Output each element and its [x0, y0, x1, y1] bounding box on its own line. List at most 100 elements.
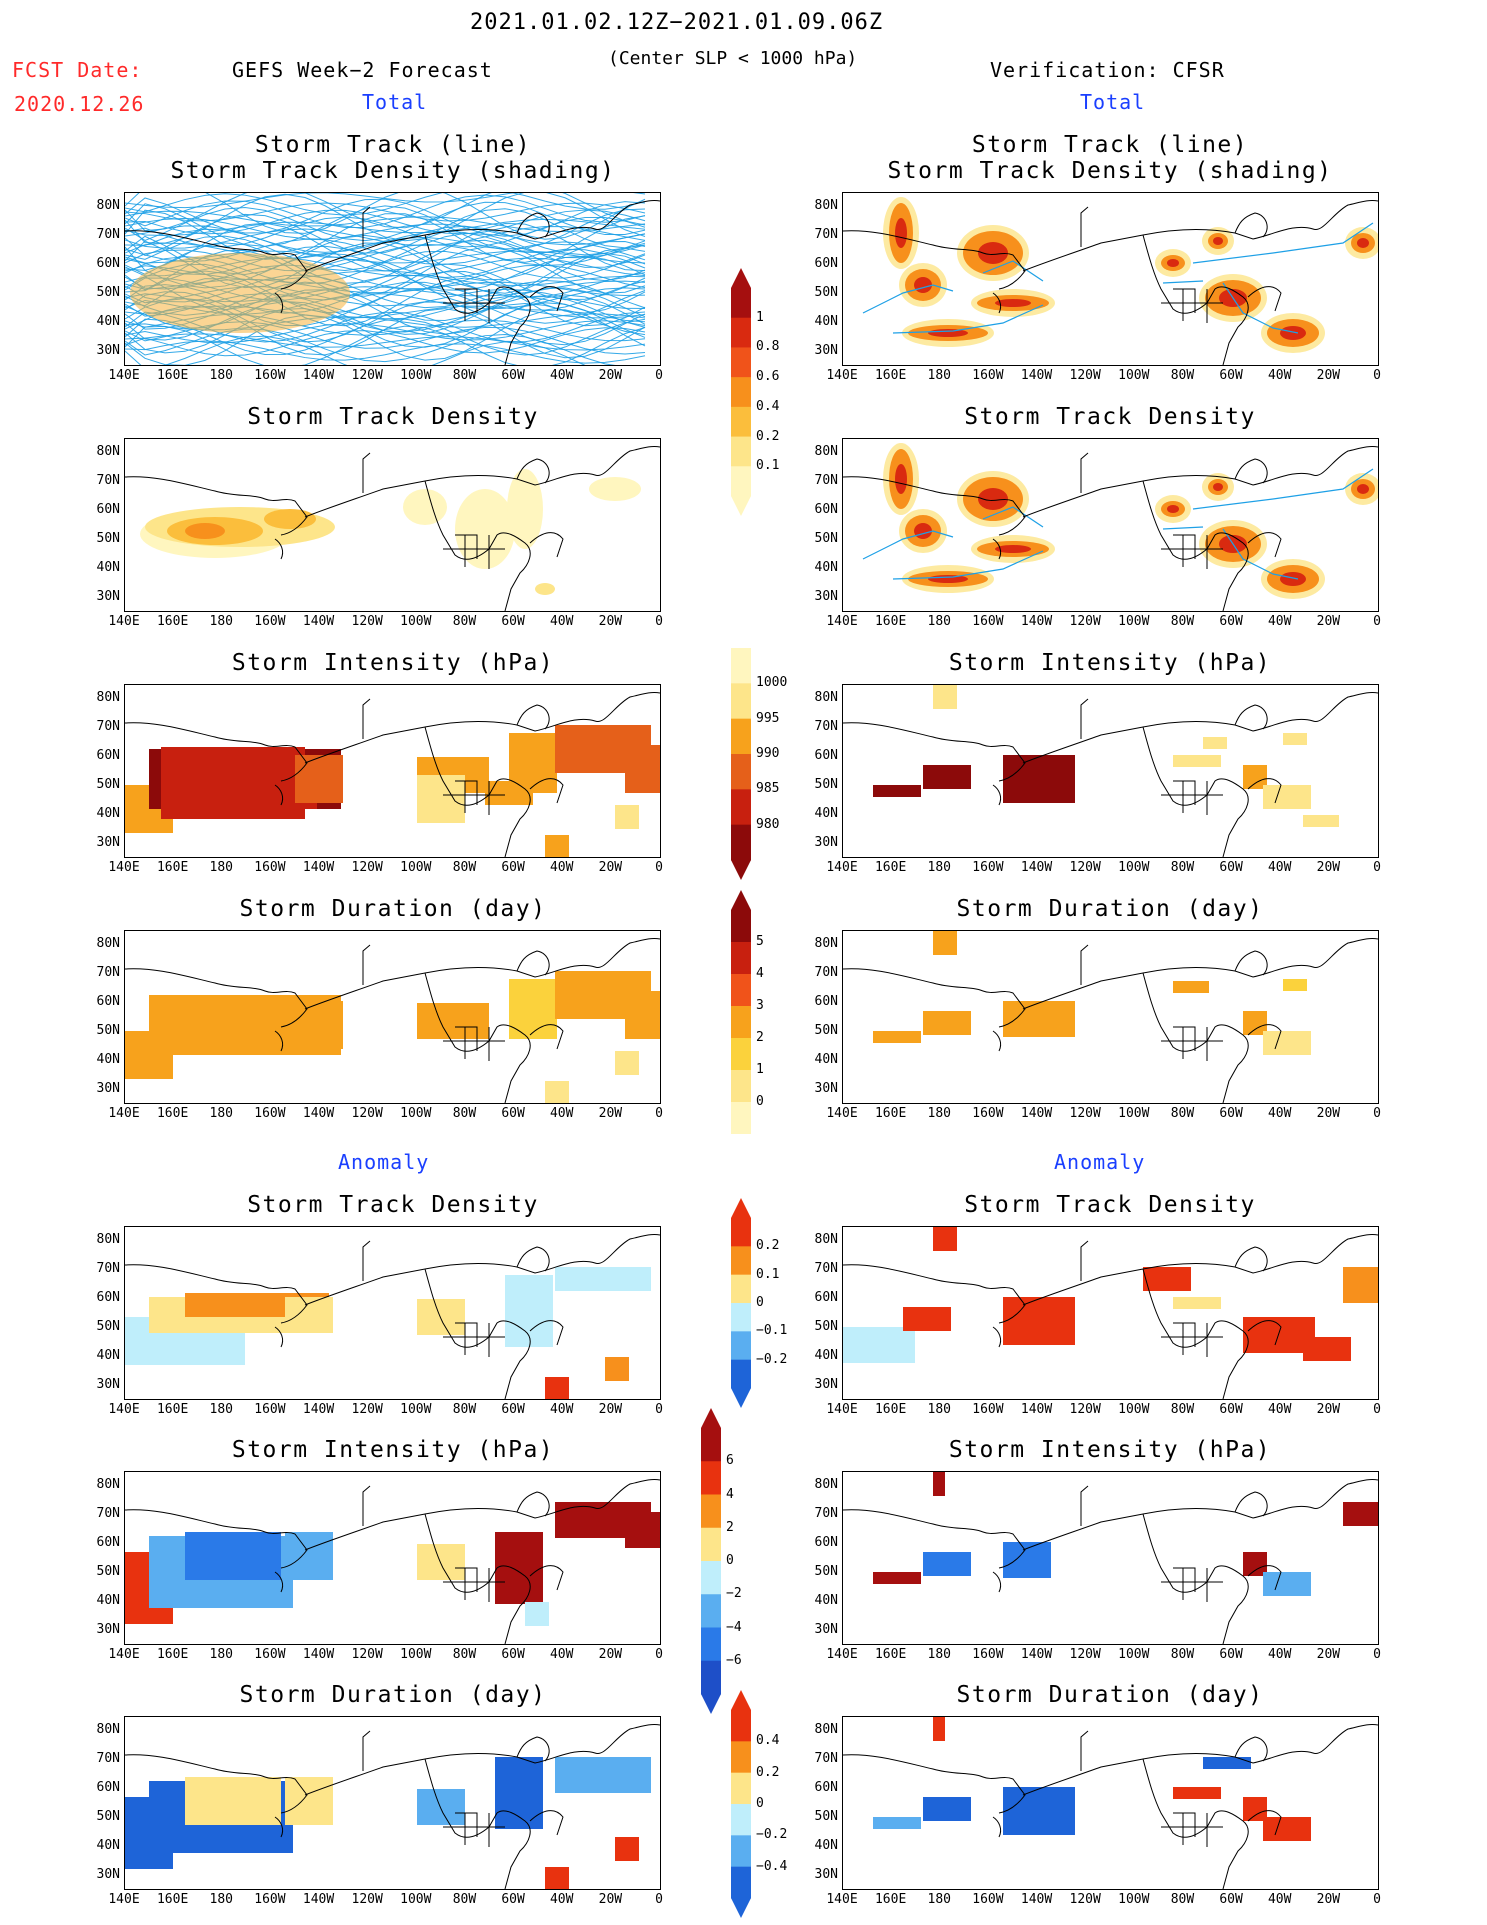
storm-track-line: [1162, 280, 1204, 284]
map-cell: [1051, 1025, 1063, 1037]
map-cell: [161, 1560, 173, 1572]
colorbar: [700, 1408, 721, 1714]
map-cell: [537, 1602, 549, 1614]
map-cell: [1287, 1584, 1299, 1596]
map-cell: [257, 1829, 269, 1841]
map-cell: [529, 1335, 541, 1347]
map-cell: [639, 971, 651, 983]
map-cell: [297, 1321, 309, 1333]
storm-track-line: [125, 193, 646, 216]
map-cell: [1275, 1829, 1287, 1841]
map-cell: [125, 1576, 137, 1588]
map-cell: [221, 1019, 233, 1031]
map-cell: [309, 1777, 321, 1789]
map-cell: [1051, 1321, 1063, 1333]
map-cell: [627, 971, 639, 983]
map-cell: [567, 749, 579, 761]
map-cell: [245, 785, 257, 797]
colorbar: [730, 268, 751, 516]
map-cell: [309, 1801, 321, 1813]
map-cell: [1039, 1001, 1051, 1013]
map-cell: [125, 1055, 137, 1067]
lon-tick-label: 140W: [1020, 1402, 1053, 1417]
map-cell: [507, 1580, 519, 1592]
lon-tick-label: 160E: [156, 1402, 189, 1417]
map-cell: [1155, 1267, 1167, 1279]
map-cell: [429, 1813, 441, 1825]
lat-tick-label: 30N: [96, 343, 120, 358]
map-cell: [417, 1801, 429, 1813]
coastline: [529, 1810, 564, 1836]
colorbar-swatch: [701, 1660, 721, 1695]
map-cell: [1015, 1799, 1027, 1811]
map-cell: [545, 757, 557, 769]
lon-tick-label: 60W: [501, 1892, 525, 1907]
lon-tick-label: 140E: [826, 1892, 858, 1907]
map-cell: [1275, 1043, 1287, 1055]
left-anomaly-label: Anomaly: [338, 1150, 430, 1174]
map-cell: [221, 1043, 233, 1055]
colorbar-swatch: [731, 466, 751, 497]
lon-tick-label: 160W: [254, 860, 286, 875]
map-cell: [245, 1829, 257, 1841]
map-cell: [149, 1007, 161, 1019]
map-cell: [557, 1867, 569, 1879]
map-cell: [417, 1299, 429, 1311]
colorbar-swatch: [731, 789, 751, 826]
map-cell: [257, 995, 269, 1007]
coastline: [1080, 1730, 1089, 1771]
map-cell: [221, 1532, 233, 1544]
map-cell: [545, 991, 557, 1003]
lon-tick-label: 20W: [1316, 1647, 1341, 1662]
colorbar-swatch: [731, 406, 751, 438]
map-cell: [319, 779, 331, 791]
map-cell: [509, 757, 521, 769]
map-cell: [477, 1003, 489, 1015]
colorbar-arrow-bottom: [731, 1898, 751, 1918]
map-cell: [603, 1267, 615, 1279]
map-cell: [161, 1353, 173, 1365]
map-cell: [625, 745, 637, 757]
map-cell: [245, 1596, 257, 1608]
map-cell: [1015, 1025, 1027, 1037]
map-cell: [567, 971, 579, 983]
storm-track-line: [125, 309, 646, 365]
map-cell: [533, 1027, 545, 1039]
lat-tick-label: 50N: [814, 1809, 838, 1824]
storm-track-line: [125, 209, 646, 263]
map-cell: [185, 1305, 197, 1317]
map-cell: [297, 1556, 309, 1568]
right-total-label: Total: [1080, 90, 1146, 114]
map-cell: [1295, 733, 1307, 745]
lat-tick-label: 50N: [96, 1809, 120, 1824]
map-cell: [149, 1548, 161, 1560]
lon-tick-label: 80W: [1170, 860, 1195, 875]
map-cell: [1255, 765, 1267, 777]
map-cell: [947, 1552, 959, 1564]
map-cell: [1203, 737, 1215, 749]
map-cell: [519, 1793, 531, 1805]
map-cell: [197, 1353, 209, 1365]
lon-tick-label: 40W: [549, 368, 574, 383]
map-cell: [309, 1321, 321, 1333]
colorbar-label: 1000: [756, 675, 788, 691]
map-cell: [627, 1267, 639, 1279]
map-cell: [149, 785, 161, 797]
coastline: [1247, 1024, 1282, 1050]
map-cell: [959, 1564, 971, 1576]
map-panel: [842, 684, 1379, 858]
map-cell: [1239, 1757, 1251, 1769]
lat-tick-label: 70N: [814, 227, 838, 242]
map-cell: [209, 747, 221, 759]
map-cell: [125, 1600, 137, 1612]
colorbar-swatch: [731, 1866, 751, 1899]
lon-tick-label: 80W: [452, 1402, 477, 1417]
map-cell: [233, 1031, 245, 1043]
map-cell: [125, 1845, 137, 1857]
lon-tick-label: 160E: [874, 614, 907, 629]
map-cell: [233, 1556, 245, 1568]
map-cell: [1299, 1817, 1311, 1829]
map-cell: [555, 1279, 567, 1291]
map-cell: [245, 759, 257, 771]
map-cell: [933, 1717, 945, 1729]
